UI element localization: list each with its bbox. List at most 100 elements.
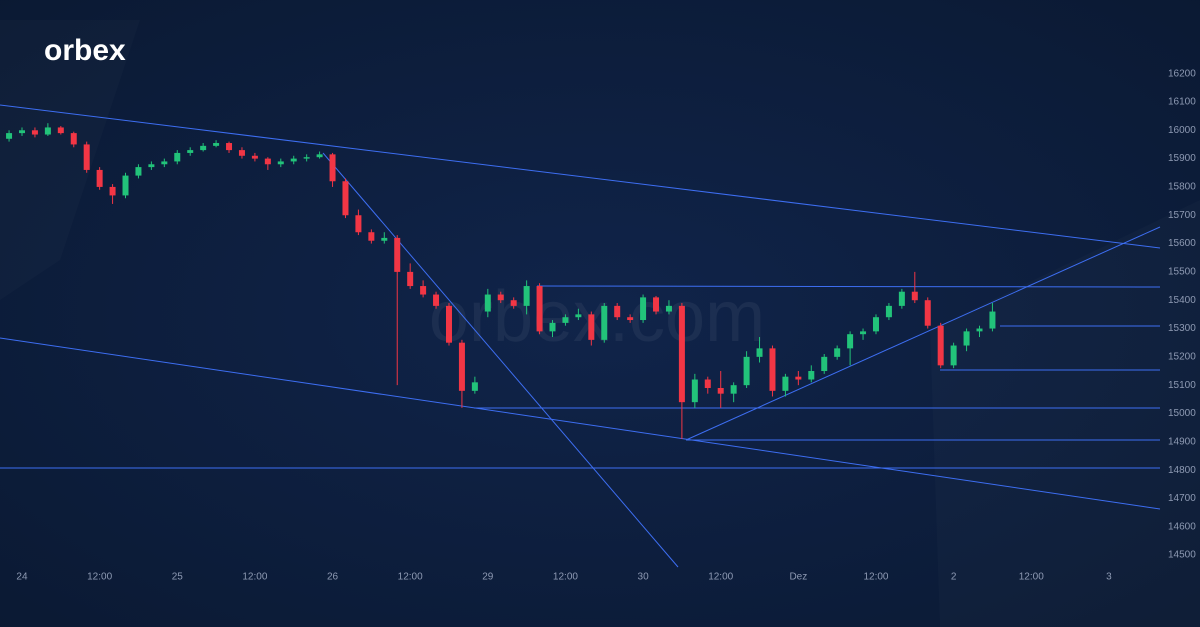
y-tick-label: 15000 [1168, 408, 1196, 419]
candle-body [433, 294, 440, 306]
y-tick-label: 15700 [1168, 210, 1196, 221]
candle-body [743, 356, 750, 386]
y-tick-label: 15900 [1168, 153, 1196, 164]
trend-lines [0, 104, 1161, 568]
candle-body [950, 345, 957, 366]
x-tick-label: 3 [1106, 572, 1112, 583]
candle-body [251, 155, 258, 159]
x-tick-label: 25 [172, 572, 184, 583]
candle-body [122, 175, 129, 196]
candle-body [847, 334, 854, 349]
y-tick-label: 14500 [1168, 550, 1196, 561]
x-tick-label: 12:00 [708, 572, 733, 583]
candle-body [445, 305, 452, 343]
trend-line [0, 104, 1161, 249]
watermark: orbex.com [429, 277, 765, 357]
candle-body [872, 317, 879, 332]
candle-body [96, 169, 103, 187]
y-tick-label: 15500 [1168, 267, 1196, 278]
candle-body [536, 286, 543, 332]
candle-body [549, 322, 556, 332]
candle-body [898, 291, 905, 306]
candle-body [368, 232, 375, 241]
candle-body [420, 286, 427, 295]
candle-body [510, 300, 517, 306]
x-tick-label: 30 [638, 572, 650, 583]
candle-body [911, 291, 918, 301]
candle-body [562, 317, 569, 323]
candle-body [264, 158, 271, 165]
candle-body [200, 145, 207, 151]
candle-body [471, 382, 478, 391]
y-tick-label: 15400 [1168, 295, 1196, 306]
level-line [536, 285, 1161, 288]
candle-body [484, 294, 491, 312]
candle-body [614, 305, 621, 318]
candle-body [704, 379, 711, 389]
candle-body [523, 286, 530, 306]
y-tick-label: 16000 [1168, 125, 1196, 136]
candle-body [665, 305, 672, 312]
candle-body [756, 348, 763, 357]
candle-body [588, 314, 595, 340]
candle-body [148, 164, 155, 168]
y-tick-label: 14600 [1168, 521, 1196, 532]
y-tick-label: 15200 [1168, 351, 1196, 362]
y-tick-label: 15800 [1168, 182, 1196, 193]
y-tick-label: 15300 [1168, 323, 1196, 334]
candle-body [277, 161, 284, 165]
trend-line [322, 152, 679, 568]
x-tick-label: 24 [16, 572, 28, 583]
trend-line [685, 226, 1161, 441]
candle-body [213, 143, 220, 146]
candle-body [627, 317, 634, 321]
candle-body [691, 379, 698, 403]
candle-body [407, 271, 414, 287]
candle-body [497, 294, 504, 301]
y-tick-label: 16100 [1168, 97, 1196, 108]
candle-body [937, 325, 944, 366]
candle-body [924, 300, 931, 326]
x-tick-label: 12:00 [863, 572, 888, 583]
candle-body [717, 388, 724, 394]
candle-body [575, 314, 582, 318]
candle-body [769, 348, 776, 391]
candle-body [57, 127, 64, 134]
candle-body [885, 305, 892, 318]
x-tick-label: 12:00 [1019, 572, 1044, 583]
y-tick-label: 15600 [1168, 238, 1196, 249]
candle-body [640, 297, 647, 321]
candle-body [458, 342, 465, 391]
x-tick-label: 26 [327, 572, 339, 583]
candle-body [226, 143, 233, 151]
trend-line [0, 337, 1161, 510]
candle-body [316, 154, 323, 158]
candle-body [290, 158, 297, 162]
candle-body [238, 150, 245, 156]
candle-body [963, 331, 970, 346]
candle-body [70, 133, 77, 145]
candle-body [795, 376, 802, 380]
logo: orbex [44, 34, 126, 67]
candle-body [860, 331, 867, 335]
y-tick-label: 14900 [1168, 436, 1196, 447]
y-tick-label: 16200 [1168, 68, 1196, 79]
candle-body [135, 167, 142, 176]
candle-body [161, 161, 168, 165]
candle-body [989, 311, 996, 329]
candle-body [174, 152, 181, 162]
candle-body [329, 154, 336, 182]
candle-body [83, 144, 90, 170]
candle-body [730, 385, 737, 394]
candle-body [821, 356, 828, 372]
x-tick-label: 2 [951, 572, 957, 583]
candle-body [653, 297, 660, 312]
x-tick-label: 12:00 [553, 572, 578, 583]
candle-body [782, 376, 789, 391]
candle-body [601, 305, 608, 340]
candle-body [381, 237, 388, 241]
y-tick-label: 14800 [1168, 465, 1196, 476]
x-tick-label: Dez [789, 572, 807, 583]
